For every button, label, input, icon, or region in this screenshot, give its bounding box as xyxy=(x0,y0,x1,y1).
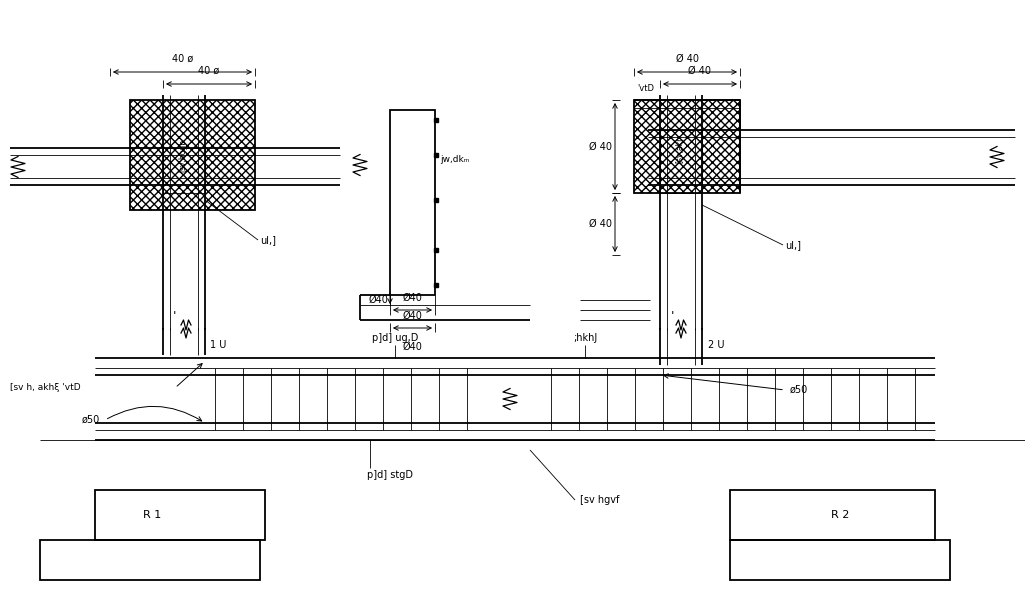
Text: [sv,hogb: [sv,hogb xyxy=(178,139,188,172)
Text: 2 U: 2 U xyxy=(708,340,725,350)
Bar xyxy=(730,490,935,540)
Text: [sv,akrᵉ: [sv,akrᵉ xyxy=(675,133,685,163)
Text: 40 ø: 40 ø xyxy=(172,54,193,64)
Bar xyxy=(130,100,255,210)
Text: ø50: ø50 xyxy=(82,415,100,425)
Text: ø50: ø50 xyxy=(790,385,809,395)
Text: ;hkhJ: ;hkhJ xyxy=(573,333,598,343)
Text: p]d] stgD: p]d] stgD xyxy=(367,470,413,480)
Bar xyxy=(634,100,740,193)
Text: Ø40: Ø40 xyxy=(403,342,422,352)
Bar xyxy=(660,130,702,193)
Bar xyxy=(163,148,205,193)
Text: ': ' xyxy=(173,310,176,323)
Text: Ø 40: Ø 40 xyxy=(689,66,711,76)
Text: jw,dkₘ: jw,dkₘ xyxy=(440,156,469,164)
Text: ul,]: ul,] xyxy=(785,240,801,250)
Bar xyxy=(40,540,260,580)
Text: Ø 40: Ø 40 xyxy=(589,219,612,229)
Text: R 1: R 1 xyxy=(142,510,161,520)
Text: ': ' xyxy=(670,310,673,323)
Text: [sv hgvf: [sv hgvf xyxy=(580,495,619,505)
Text: 'vtD: 'vtD xyxy=(637,84,654,93)
Text: 40 ø: 40 ø xyxy=(199,66,219,76)
Text: Ø 40: Ø 40 xyxy=(589,142,612,152)
Text: [sv h, akhξ 'vtD: [sv h, akhξ 'vtD xyxy=(10,384,81,392)
Text: R 2: R 2 xyxy=(831,510,849,520)
Bar xyxy=(730,540,950,580)
Text: p]d] ug,D: p]d] ug,D xyxy=(372,333,418,343)
Text: Ø40: Ø40 xyxy=(403,293,422,303)
Text: 1 U: 1 U xyxy=(210,340,227,350)
Bar xyxy=(95,490,265,540)
Text: Ø 40: Ø 40 xyxy=(675,54,698,64)
Text: Ø40: Ø40 xyxy=(403,311,422,321)
Text: ul,]: ul,] xyxy=(260,235,276,245)
Text: Ø40: Ø40 xyxy=(368,295,388,305)
Bar xyxy=(390,110,435,295)
